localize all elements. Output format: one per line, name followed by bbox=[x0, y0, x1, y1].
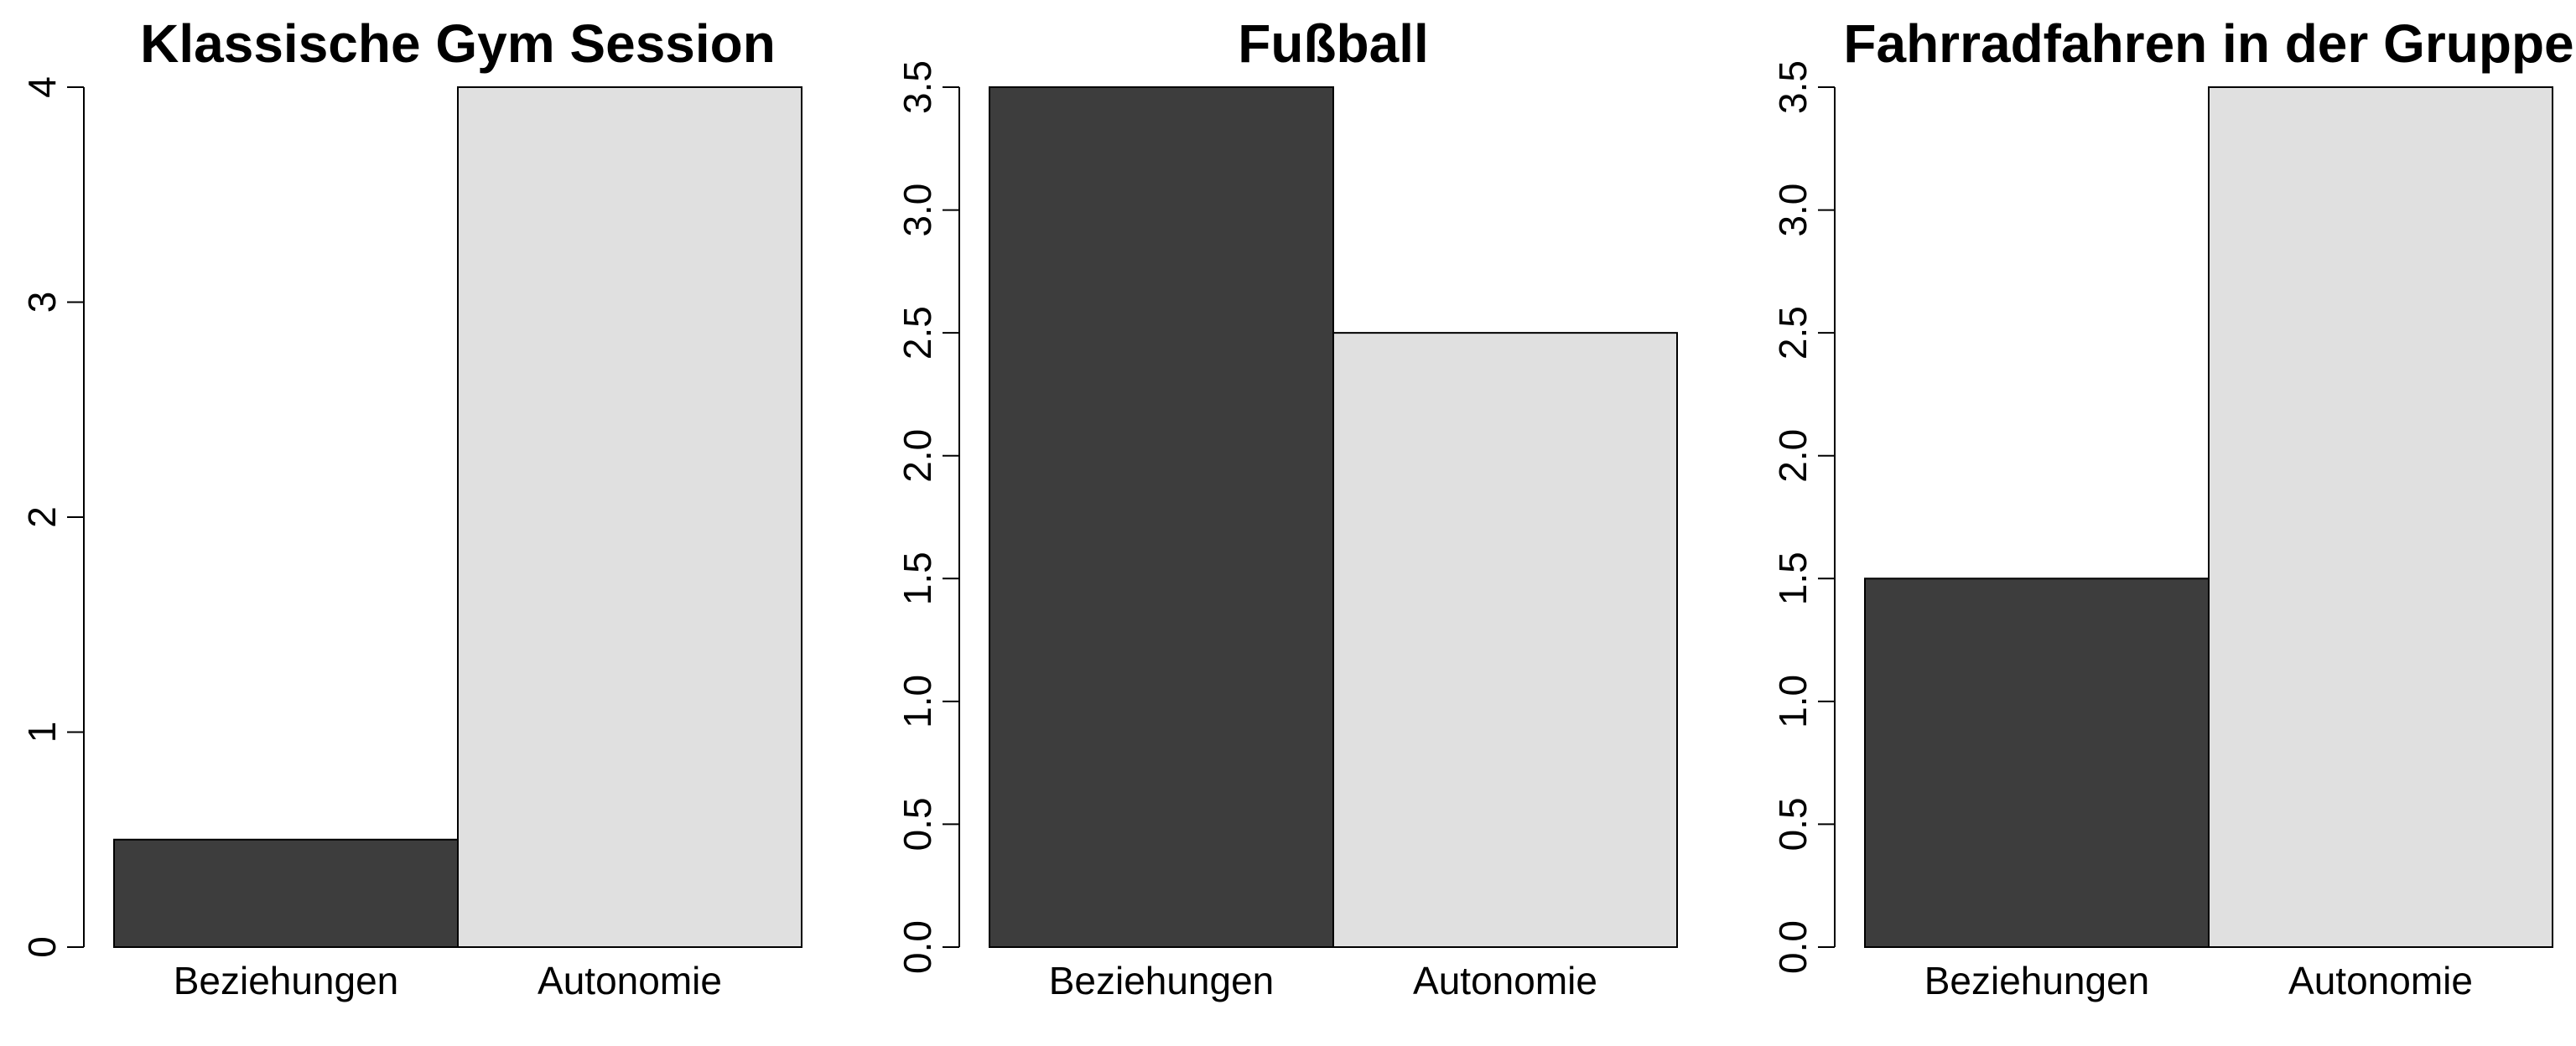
y-tick-label: 1 bbox=[20, 722, 64, 743]
x-tick-label: Beziehungen bbox=[1924, 959, 2150, 1002]
y-tick-label: 1.5 bbox=[1771, 551, 1815, 605]
chart-title: Fahrradfahren in der Gruppe bbox=[1843, 13, 2573, 74]
y-tick-label: 0.5 bbox=[1771, 797, 1815, 851]
x-tick-label: Autonomie bbox=[2288, 959, 2473, 1002]
y-tick-label: 0 bbox=[20, 936, 64, 958]
y-tick-label: 3.0 bbox=[896, 184, 939, 237]
chart-panel-1: Klassische Gym Session Beziehungen Autonom… bbox=[20, 13, 802, 1002]
bar-autonomie bbox=[2208, 86, 2553, 948]
y-tick-label: 4 bbox=[20, 76, 64, 98]
y-tick-label: 0.0 bbox=[1771, 920, 1815, 974]
y-tick-label: 2.0 bbox=[896, 429, 939, 483]
chart-title: Klassische Gym Session bbox=[140, 13, 776, 74]
bar-autonomie bbox=[1332, 332, 1678, 948]
chart-title: Fußball bbox=[1238, 13, 1429, 74]
y-tick-label: 1.5 bbox=[896, 551, 939, 605]
y-tick-label: 0.0 bbox=[896, 920, 939, 974]
y-tick-label: 2.0 bbox=[1771, 429, 1815, 483]
y-tick-label: 1.0 bbox=[1771, 675, 1815, 728]
y-tick-label: 3 bbox=[20, 292, 64, 313]
y-tick-label: 2.5 bbox=[896, 306, 939, 360]
y-tick-label: 2 bbox=[20, 506, 64, 528]
y-tick-label: 3.5 bbox=[896, 60, 939, 114]
x-tick-label: Autonomie bbox=[1413, 959, 1597, 1002]
x-tick-label: Beziehungen bbox=[174, 959, 399, 1002]
chart-panel-3: Fahrradfahren in der Gruppe Beziehungen Au… bbox=[1771, 13, 2574, 1002]
y-tick-label: 3.0 bbox=[1771, 184, 1815, 237]
chart-panel-2: Fußball Beziehungen Autonomie 0.0 0.5 1.0 1.5 2… bbox=[896, 13, 1678, 1002]
y-tick-label: 2.5 bbox=[1771, 306, 1815, 360]
bar-beziehungen bbox=[113, 838, 459, 948]
y-tick-label: 0.5 bbox=[896, 797, 939, 851]
x-tick-label: Beziehungen bbox=[1049, 959, 1275, 1002]
bar-beziehungen bbox=[1864, 577, 2210, 948]
bar-beziehungen bbox=[989, 86, 1334, 948]
y-tick-label: 3.5 bbox=[1771, 60, 1815, 114]
bar-autonomie bbox=[457, 86, 802, 948]
x-tick-label: Autonomie bbox=[538, 959, 722, 1002]
y-tick-label: 1.0 bbox=[896, 675, 939, 728]
